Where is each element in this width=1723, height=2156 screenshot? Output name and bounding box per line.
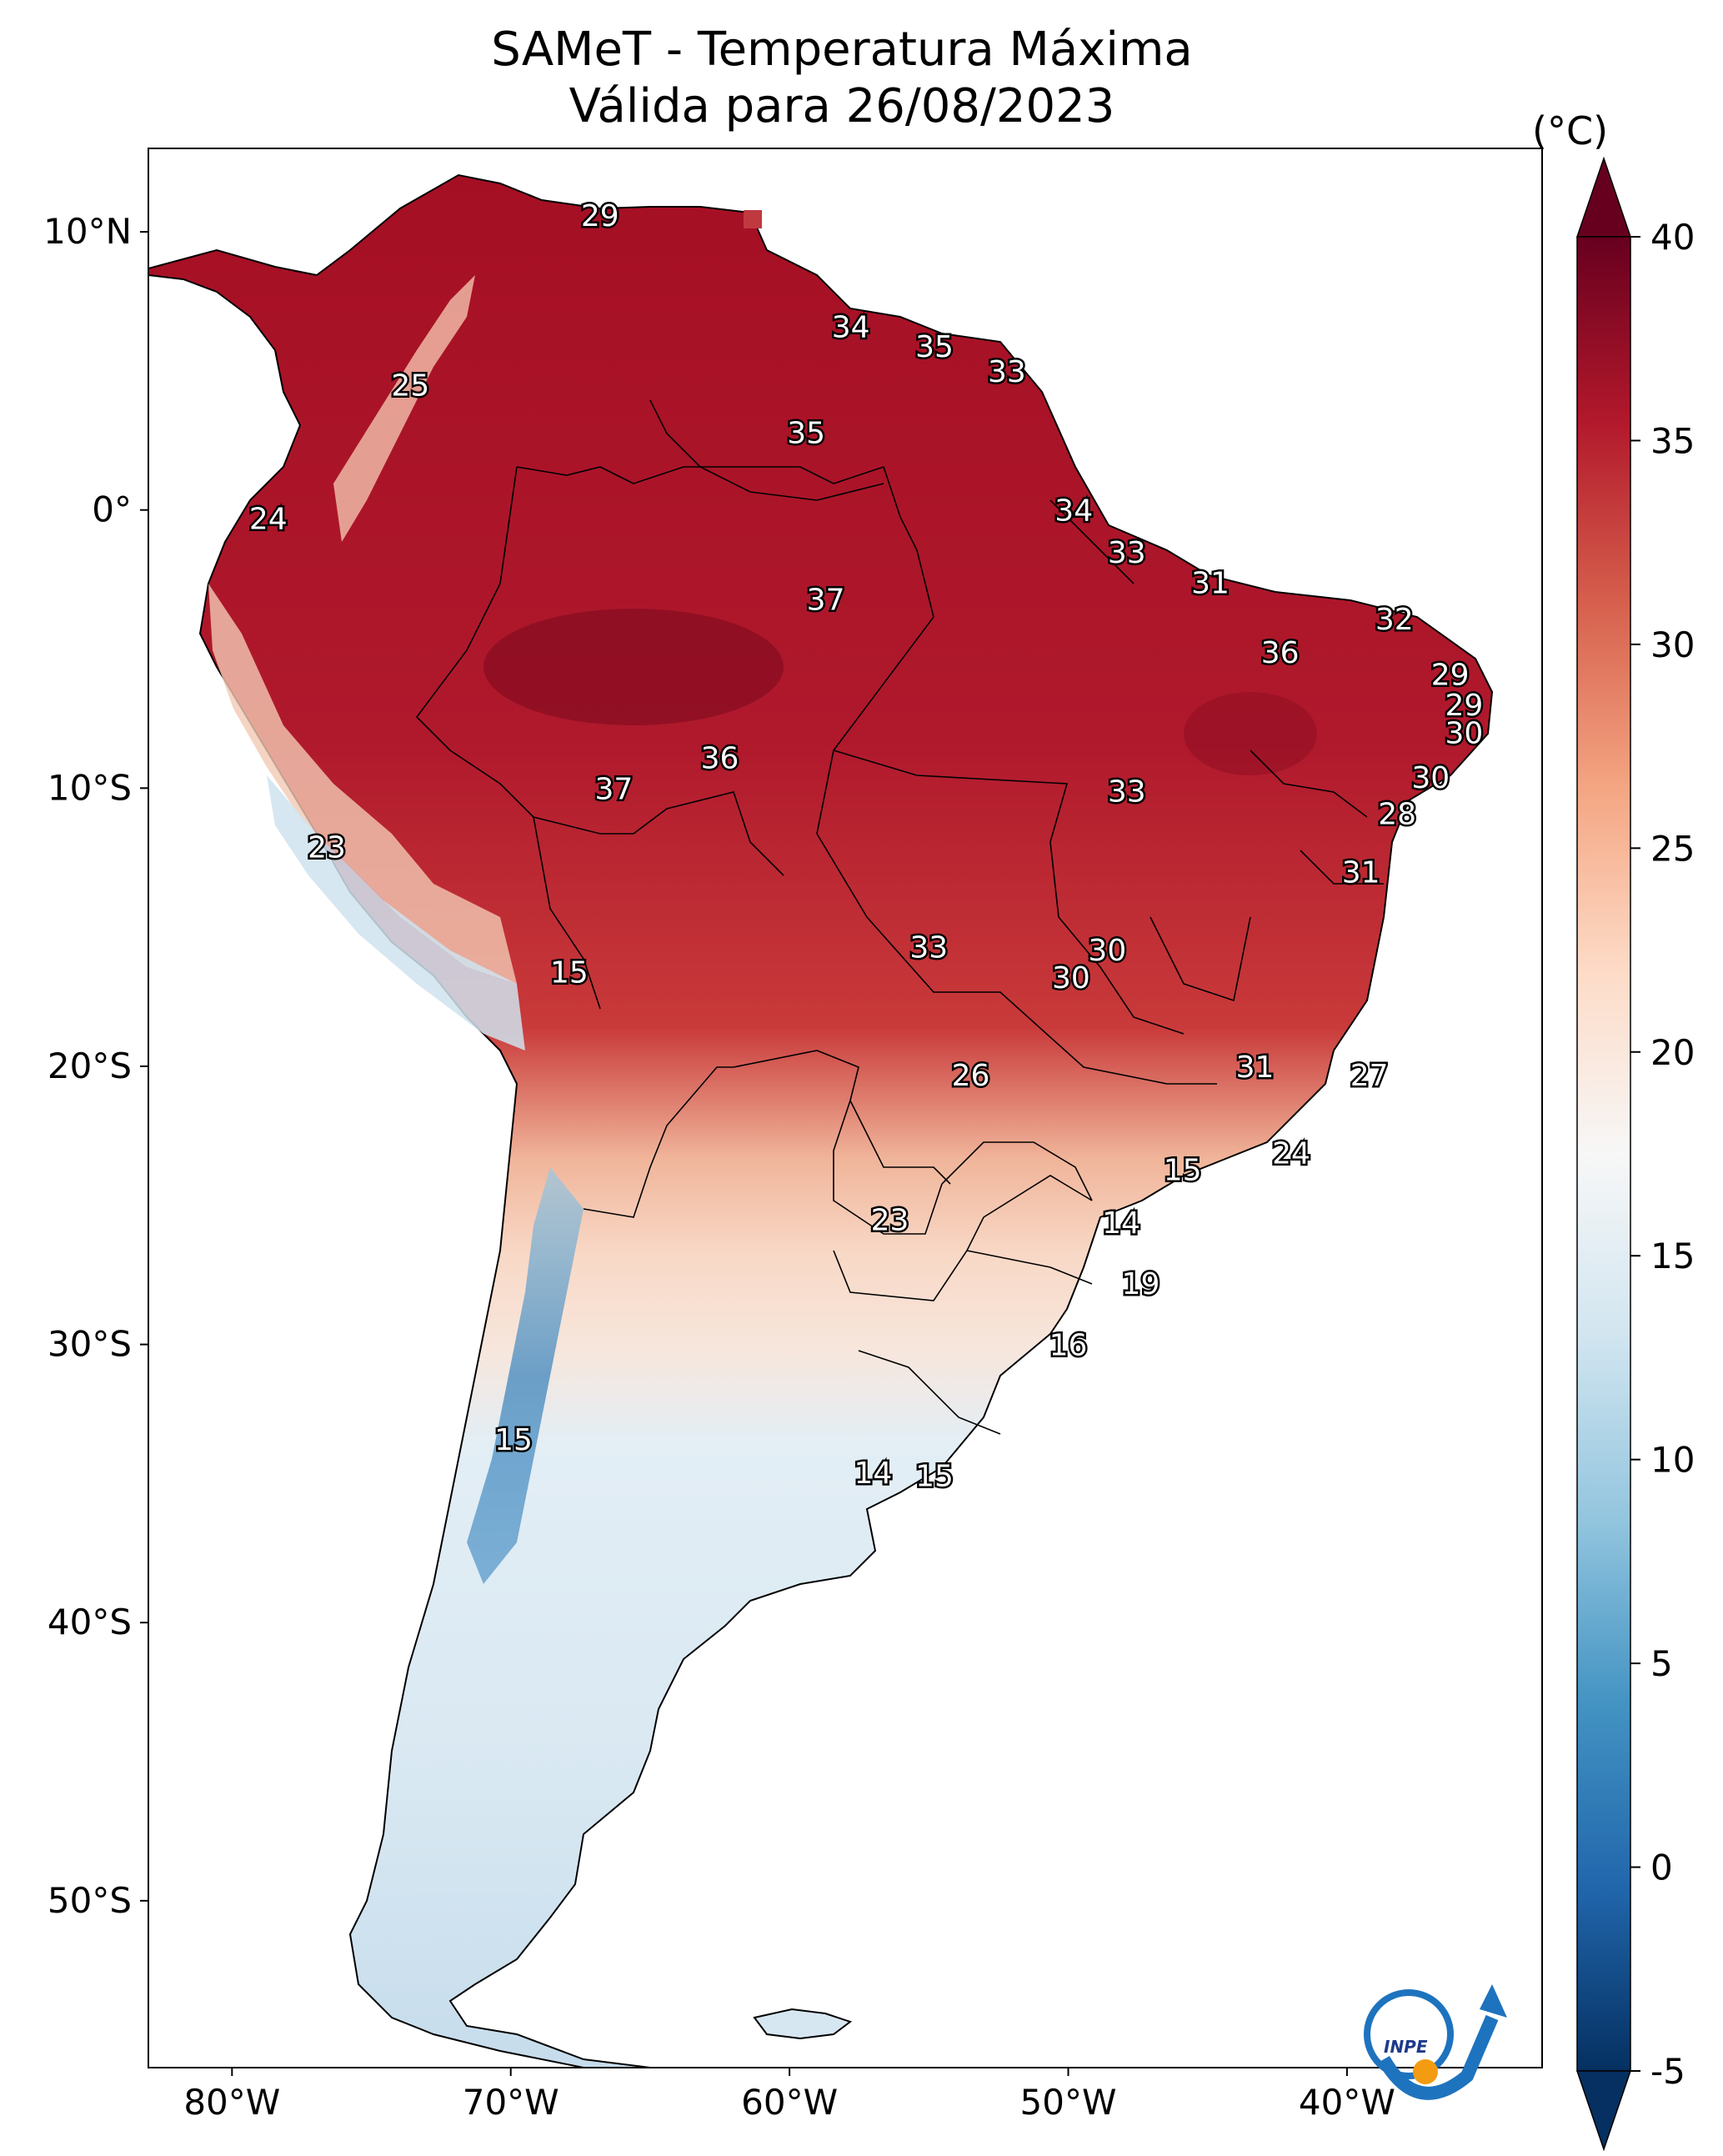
continent-layer [148, 173, 1494, 2068]
colorbar-tick-label: 10 [1650, 1440, 1695, 1481]
colorbar-tick-label: -5 [1650, 2051, 1685, 2092]
temperature-label: 25 [391, 369, 429, 404]
colorbar-top-arrow [1575, 156, 1632, 238]
colorbar-tick-label: 15 [1650, 1236, 1695, 1276]
temperature-label: 36 [1261, 636, 1300, 670]
lat-tick-label: 20°S [48, 1045, 132, 1086]
temperature-label: 14 [854, 1457, 893, 1491]
axis-ticks: 80°W 70°W 60°W 50°W 40°W 10°N 0° 10°S 20°S 30°S 40… [43, 211, 1395, 2123]
temperature-label: 24 [1272, 1136, 1310, 1171]
temperature-label: 26 [952, 1059, 990, 1093]
temperature-label: 30 [1411, 761, 1450, 795]
northeast-hot-core [1184, 692, 1317, 775]
colorbar-unit: (°C) [1532, 108, 1609, 153]
map-subtitle: Válida para 26/08/2023 [568, 79, 1115, 133]
lat-tick-label: 50°S [48, 1880, 132, 1921]
temperature-label: 29 [1431, 659, 1470, 693]
map-title: SAMeT - Temperatura Máxima [491, 23, 1193, 77]
temperature-label: 37 [807, 583, 845, 617]
temperature-label: 15 [494, 1423, 533, 1457]
inpe-logo: INPE [1364, 1984, 1507, 2100]
temperature-label: 29 [581, 199, 619, 233]
temperature-label: 23 [308, 830, 346, 865]
colorbar-tick-label: 0 [1650, 1848, 1673, 1888]
temperature-label: 32 [1375, 603, 1414, 637]
lon-tick-label: 40°W [1299, 2082, 1395, 2123]
lat-tick-label: 10°S [48, 767, 132, 808]
colorbar-bottom-arrow [1575, 2070, 1632, 2152]
temperature-label: 35 [787, 416, 825, 450]
temperature-label: 36 [701, 742, 739, 776]
colorbar-tick-label: 25 [1650, 828, 1695, 869]
amazon-hot-core [483, 609, 784, 725]
map-frame [148, 148, 1543, 2068]
temperature-label: 33 [909, 930, 948, 965]
logo-text: INPE [1384, 2037, 1428, 2057]
temperature-label: 16 [1049, 1329, 1088, 1363]
lat-tick-label: 0° [92, 489, 132, 530]
temperature-label: 37 [595, 772, 634, 806]
temperature-label: 31 [1191, 566, 1230, 600]
colorbar: 40 35 30 25 20 15 10 5 0 -5 [1575, 156, 1695, 2152]
logo-orange-dot [1413, 2059, 1438, 2084]
temperature-label: 28 [1378, 797, 1416, 831]
temperature-label: 33 [1108, 536, 1146, 570]
temperature-label: 19 [1122, 1267, 1160, 1301]
lon-tick-label: 50°W [1020, 2082, 1117, 2123]
temperature-label: 30 [1052, 961, 1090, 995]
temperature-label: 27 [1350, 1059, 1389, 1093]
colorbar-tick-label: 40 [1650, 217, 1695, 258]
temperature-label: 30 [1445, 717, 1483, 751]
temperature-label: 33 [1108, 775, 1146, 810]
falkland-islands [753, 2008, 853, 2040]
lon-tick-label: 80°W [183, 2082, 280, 2123]
temperature-label: 34 [832, 311, 870, 345]
lat-tick-label: 30°S [48, 1324, 132, 1365]
temperature-label: 30 [1088, 934, 1126, 968]
temperature-label: 33 [988, 355, 1026, 389]
temperature-label: 23 [871, 1203, 909, 1237]
temperature-label: 24 [249, 503, 288, 537]
temperature-label: 31 [1342, 855, 1380, 890]
lon-tick-label: 70°W [463, 2082, 559, 2123]
trinidad-island [744, 210, 762, 228]
colorbar-tick-label: 30 [1650, 624, 1695, 665]
colorbar-tick-label: 35 [1650, 420, 1695, 461]
colombia-andes-light [333, 275, 475, 542]
lat-tick-label: 40°S [48, 1602, 132, 1642]
lon-tick-label: 60°W [741, 2082, 838, 2123]
andes-cold-region [467, 1167, 584, 1584]
colorbar-ticks: 40 35 30 25 20 15 10 5 0 -5 [1630, 217, 1695, 2092]
temperature-label: 31 [1236, 1050, 1275, 1085]
lat-tick-label: 10°N [43, 211, 132, 252]
temperature-label: 34 [1054, 494, 1093, 529]
andes-north-cool [208, 584, 517, 984]
temperature-label: 35 [915, 330, 954, 364]
colorbar-tick-label: 20 [1650, 1032, 1695, 1073]
temperature-label: 29 [1445, 689, 1483, 723]
temperature-label: 15 [915, 1459, 954, 1493]
country-borders [415, 399, 1384, 1435]
temperature-label: 14 [1102, 1206, 1140, 1241]
temperature-label: 15 [550, 956, 589, 990]
andes-peru-cold [267, 775, 525, 1050]
colorbar-body [1576, 236, 1631, 2072]
temperature-label: 15 [1164, 1153, 1202, 1187]
colorbar-tick-label: 5 [1650, 1643, 1673, 1684]
